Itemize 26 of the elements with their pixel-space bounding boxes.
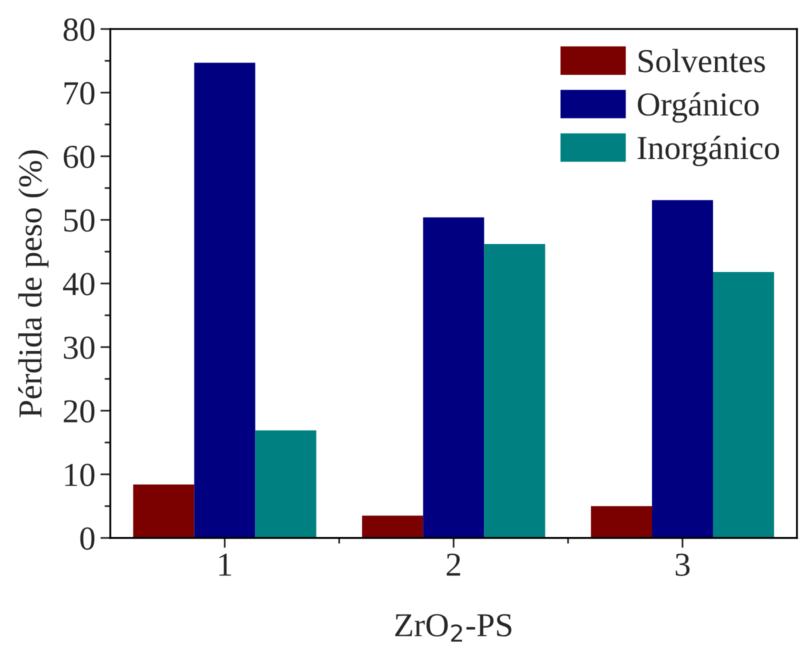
- legend-label: Orgánico: [638, 92, 759, 123]
- y-tick-label: 10: [65, 464, 94, 486]
- y-tick-label: 40: [63, 272, 94, 296]
- y-tick-label: 70: [64, 82, 94, 105]
- bar: [362, 516, 424, 538]
- x-tick-label: 2: [446, 554, 460, 576]
- y-tick-label: 80: [64, 18, 94, 41]
- x-tick-label: 3: [676, 554, 690, 576]
- x-tick-label: 1: [219, 554, 232, 576]
- y-axis-title: Pérdida de peso (%): [18, 150, 48, 418]
- bar: [194, 62, 256, 538]
- bar: [590, 506, 652, 538]
- legend-label: Solventes: [638, 48, 765, 72]
- bar: [255, 430, 316, 538]
- bar: [484, 244, 546, 538]
- legend-label: Inorgánico: [638, 136, 780, 166]
- y-tick-label: 0: [80, 527, 94, 550]
- y-tick-label: 60: [64, 146, 94, 168]
- y-tick-label: 30: [64, 336, 94, 359]
- bar: [652, 200, 714, 538]
- y-tick-label: 50: [64, 209, 94, 232]
- x-axis-title: ZrO$_{2}$-PS: [395, 614, 512, 642]
- bar: [133, 484, 194, 538]
- y-tick-label: 20: [64, 400, 94, 423]
- bar: [423, 217, 484, 538]
- bar: [713, 272, 774, 538]
